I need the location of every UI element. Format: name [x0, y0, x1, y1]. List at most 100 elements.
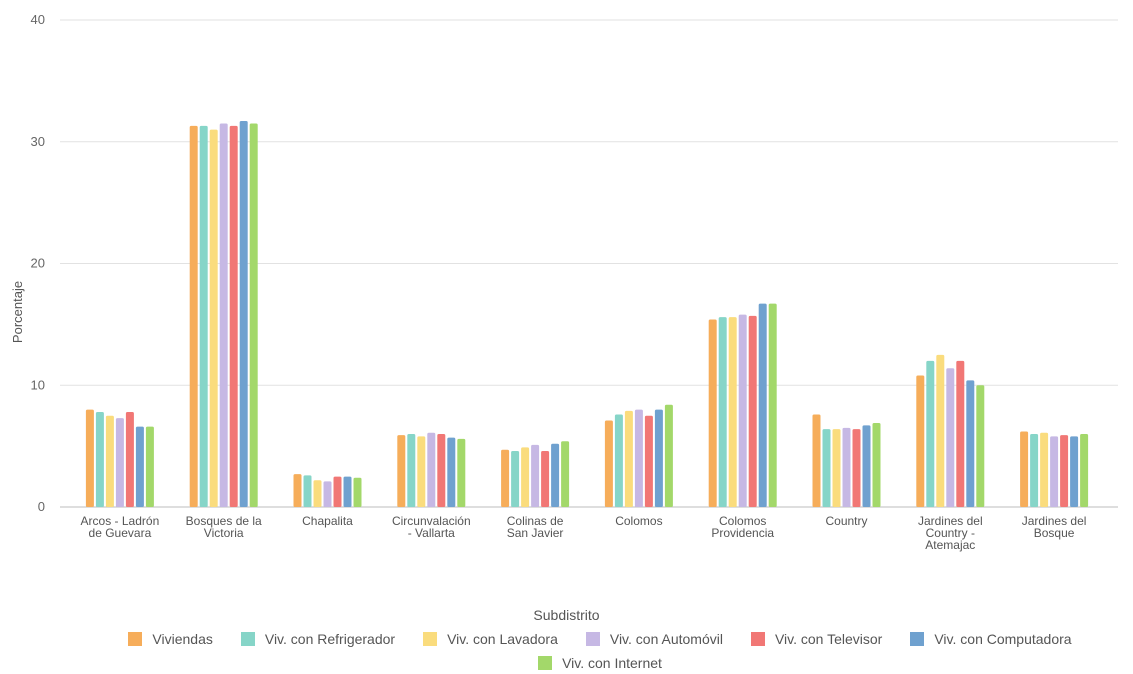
bar: [293, 474, 302, 507]
x-tick-label: Colinas de San Javier: [507, 514, 564, 540]
bar: [521, 447, 530, 507]
bar: [604, 420, 613, 507]
legend-swatch: [240, 632, 255, 646]
bar: [353, 477, 362, 507]
bar: [966, 380, 975, 507]
x-tick-label: Chapalita: [302, 514, 353, 528]
bar: [624, 410, 633, 507]
bar: [926, 360, 935, 507]
y-tick-label: 40: [31, 12, 45, 27]
legend-item[interactable]: Viv. con Automóvil: [585, 630, 723, 648]
bar: [708, 319, 717, 507]
bar: [758, 303, 767, 507]
bar: [239, 121, 248, 508]
y-tick-label: 20: [31, 256, 45, 271]
bar: [1050, 436, 1059, 507]
legend-swatch: [750, 632, 765, 646]
bar: [531, 444, 540, 507]
legend-label: Viv. con Refrigerador: [264, 631, 396, 647]
bars: [85, 121, 1089, 508]
bar: [125, 412, 134, 507]
legend-item[interactable]: Viv. con Refrigerador: [240, 630, 396, 648]
bar: [115, 418, 124, 507]
bar: [1020, 431, 1029, 507]
bar: [728, 317, 737, 507]
bar: [946, 368, 955, 507]
bar: [397, 435, 406, 507]
bar: [135, 426, 144, 507]
x-tick-label: Colomos Providencia: [711, 514, 774, 540]
bar: [189, 125, 198, 508]
x-tick-label: Colomos: [615, 514, 662, 528]
bar: [95, 412, 104, 507]
legend-label: Viv. con Televisor: [774, 631, 883, 647]
bar: [313, 480, 322, 507]
legend-item[interactable]: Viviendas: [128, 630, 213, 648]
y-axis-ticks: 0 10 20 30 40: [31, 12, 45, 514]
bar: [541, 450, 550, 507]
bar: [1070, 436, 1079, 507]
bar: [738, 314, 747, 507]
bar: [634, 409, 643, 507]
bar: [936, 354, 945, 507]
bar: [718, 317, 727, 507]
legend-item[interactable]: Viv. con Televisor: [750, 630, 883, 648]
bar: [1040, 432, 1049, 507]
bar: [664, 404, 673, 507]
legend-item[interactable]: Viv. con Computadora: [910, 630, 1072, 648]
bar: [852, 429, 861, 507]
bar: [842, 427, 851, 507]
x-tick-label: Jardines del Country -Atemajac: [918, 514, 983, 552]
legend-item[interactable]: Viv. con Lavadora: [423, 630, 558, 648]
y-tick-label: 30: [31, 134, 45, 149]
x-axis-label: Subdistrito: [533, 607, 600, 623]
bar: [976, 385, 985, 507]
bar: [145, 426, 154, 507]
bar: [105, 415, 114, 507]
legend-label: Viv. con Lavadora: [447, 631, 558, 647]
bar: [511, 450, 520, 507]
bar: [219, 123, 228, 508]
y-axis-label: Porcentaje: [10, 281, 25, 343]
legend-swatch: [423, 632, 438, 646]
x-axis-ticks: Arcos - Ladrón de Guevara Bosques de la Vic…: [81, 514, 1087, 552]
legend-swatch: [585, 632, 600, 646]
bar: [343, 476, 352, 507]
bar: [303, 475, 312, 507]
bar: [644, 415, 653, 507]
y-tick-label: 0: [38, 499, 45, 514]
x-tick-label: Circunvalación - Vallarta: [392, 514, 471, 540]
x-tick-label: Arcos - Ladrón de Guevara: [81, 514, 160, 540]
bar: [768, 303, 777, 507]
bar: [561, 441, 570, 507]
legend-swatch: [538, 656, 553, 670]
bar: [748, 315, 757, 507]
bar: [654, 409, 663, 507]
bar: [614, 414, 623, 507]
bar: [822, 429, 831, 507]
bar: [916, 375, 925, 507]
bar: [333, 476, 342, 507]
y-tick-label: 10: [31, 377, 45, 392]
bar: [1060, 435, 1069, 507]
bar: [229, 125, 238, 508]
x-tick-label: Jardines del Bosque: [1022, 514, 1087, 540]
bar: [85, 409, 94, 507]
bar: [323, 481, 332, 507]
legend-swatch: [128, 632, 143, 646]
bar: [551, 443, 560, 507]
legend-item[interactable]: Viv. con Internet: [538, 654, 662, 672]
x-tick-label: Country: [825, 514, 867, 528]
legend-label: Viv. con Internet: [562, 655, 662, 671]
bar: [437, 433, 446, 507]
bar: [427, 432, 436, 507]
bar: [417, 436, 426, 507]
legend-swatch: [910, 632, 925, 646]
bar: [249, 123, 258, 508]
bar: [457, 438, 466, 507]
bar: [199, 125, 208, 508]
bar: [209, 129, 218, 507]
bar: [862, 425, 871, 507]
legend: Viviendas Viv. con Refrigerador Viv. con L…: [80, 630, 1120, 672]
bar: [1030, 433, 1039, 507]
